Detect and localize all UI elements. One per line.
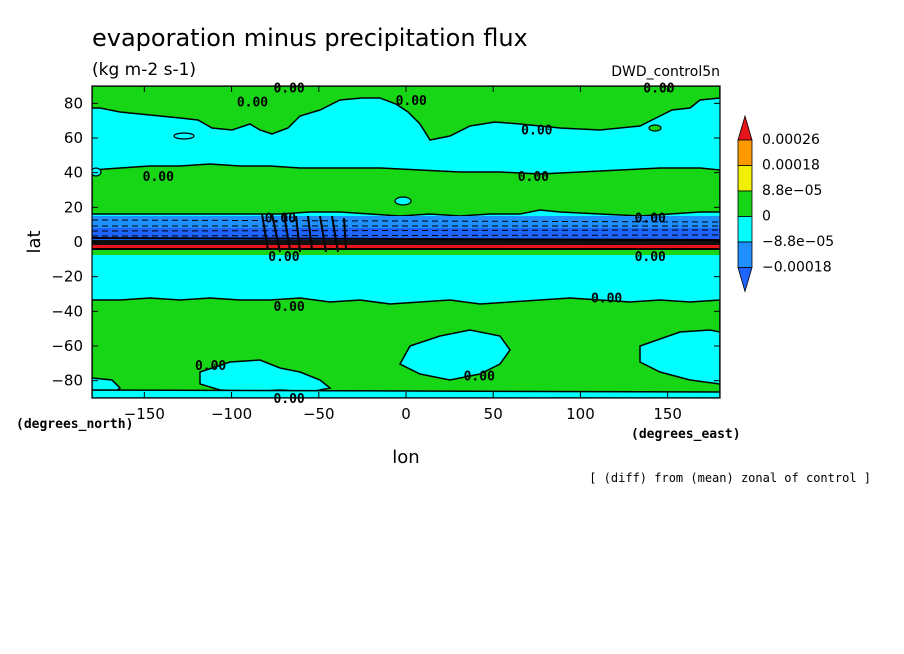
x-tick-label-5: 100 — [566, 405, 595, 423]
contour-label-8: 0.00 — [635, 212, 666, 227]
x-tick-label-4: 50 — [484, 405, 503, 423]
y-tick-label-3: 20 — [64, 198, 83, 216]
contour-label-3: 0.00 — [643, 82, 674, 97]
colorbar-max-arrow — [737, 114, 753, 141]
y-tick-label-7: −60 — [51, 337, 83, 355]
colorbar-label-0: 0.00026 — [762, 132, 820, 148]
y-axis: 80 60 40 20 0 −20 −40 −60 −80 — [51, 94, 720, 390]
island-4 — [92, 167, 102, 177]
contour-label-9: 0.00 — [268, 250, 299, 265]
y-tick-label-0: 80 — [64, 94, 83, 112]
x-tick-label-0: −150 — [124, 405, 165, 423]
region-itcz-positive — [92, 245, 720, 249]
x-tick-label-2: −50 — [303, 405, 335, 423]
colorbar-min-arrow — [737, 267, 753, 293]
chart-title: evaporation minus precipitation flux — [92, 24, 528, 52]
colorbar-box-5 — [737, 241, 753, 268]
colorbar-box-4 — [737, 216, 753, 243]
plot-area — [92, 86, 720, 398]
contour-label-12: 0.00 — [273, 300, 304, 315]
y-tick-label-4: 0 — [73, 233, 83, 251]
y-tick-label-2: 40 — [64, 164, 83, 182]
contour-label-4: 0.00 — [521, 123, 552, 138]
y-tick-label-1: 60 — [64, 129, 83, 147]
x-axis-label: lon — [392, 447, 419, 468]
contour-label-0: 0.00 — [273, 82, 304, 97]
contour-label-6: 0.00 — [518, 170, 549, 185]
colorbar-label-1: 0.00018 — [762, 158, 820, 174]
contour-label-2: 0.00 — [396, 94, 427, 109]
colorbar-box-1 — [737, 139, 753, 166]
y-tick-label-5: −20 — [51, 268, 83, 286]
region-south-patch-2 — [398, 329, 511, 381]
colorbar-label-5: −0.00018 — [762, 260, 832, 276]
colorbar-box-2 — [737, 165, 753, 192]
region-north-polar — [92, 86, 720, 141]
x-units-label: (degrees_east) — [631, 427, 741, 442]
contour-label-13: 0.00 — [195, 359, 226, 374]
island-3 — [648, 124, 662, 132]
contour-label-15: 0.00 — [273, 392, 304, 407]
contour-label-5: 0.00 — [143, 170, 174, 185]
y-tick-label-6: −40 — [51, 302, 83, 320]
contour-label-14: 0.00 — [464, 369, 495, 384]
negative-contours — [92, 219, 720, 237]
comparison-note: [ (diff) from (mean) zonal of control ] — [589, 471, 871, 485]
chart-units: (kg m-2 s-1) — [92, 60, 196, 80]
colorbar-label-2: 8.8e−05 — [762, 183, 822, 199]
island-2 — [394, 196, 412, 206]
region-south — [92, 297, 720, 398]
contour-label-7: 0.00 — [265, 212, 296, 227]
region-tropical-north — [92, 216, 720, 228]
colorbar-label-4: −8.8e−05 — [762, 234, 834, 250]
contour-label-1: 0.00 — [237, 96, 268, 111]
contour-cluster — [92, 213, 720, 253]
region-subtrop-south — [92, 249, 720, 255]
x-tick-label-6: 150 — [653, 405, 682, 423]
y-units-label: (degrees_north) — [16, 417, 133, 432]
colorbar-label-3: 0 — [762, 209, 771, 225]
island-1 — [173, 132, 195, 140]
colorbar: 0.00026 0.00018 8.8e−05 0 −8.8e−05 −0.00018 — [737, 114, 834, 293]
x-tick-label-1: −100 — [211, 405, 252, 423]
dataset-label: DWD_control5n — [611, 64, 720, 80]
region-itcz-dipole — [92, 240, 720, 246]
y-axis-label: lat — [24, 230, 45, 253]
x-tick-label-3: 0 — [401, 405, 411, 423]
region-north-midlat — [92, 163, 720, 217]
region-south-patch-3 — [639, 329, 720, 385]
x-axis: −150 −100 −50 0 50 100 150 — [124, 86, 682, 423]
y-tick-label-8: −80 — [51, 372, 83, 390]
colorbar-box-3 — [737, 190, 753, 217]
contour-label-11: 0.00 — [591, 291, 622, 306]
contour-label-10: 0.00 — [635, 250, 666, 265]
